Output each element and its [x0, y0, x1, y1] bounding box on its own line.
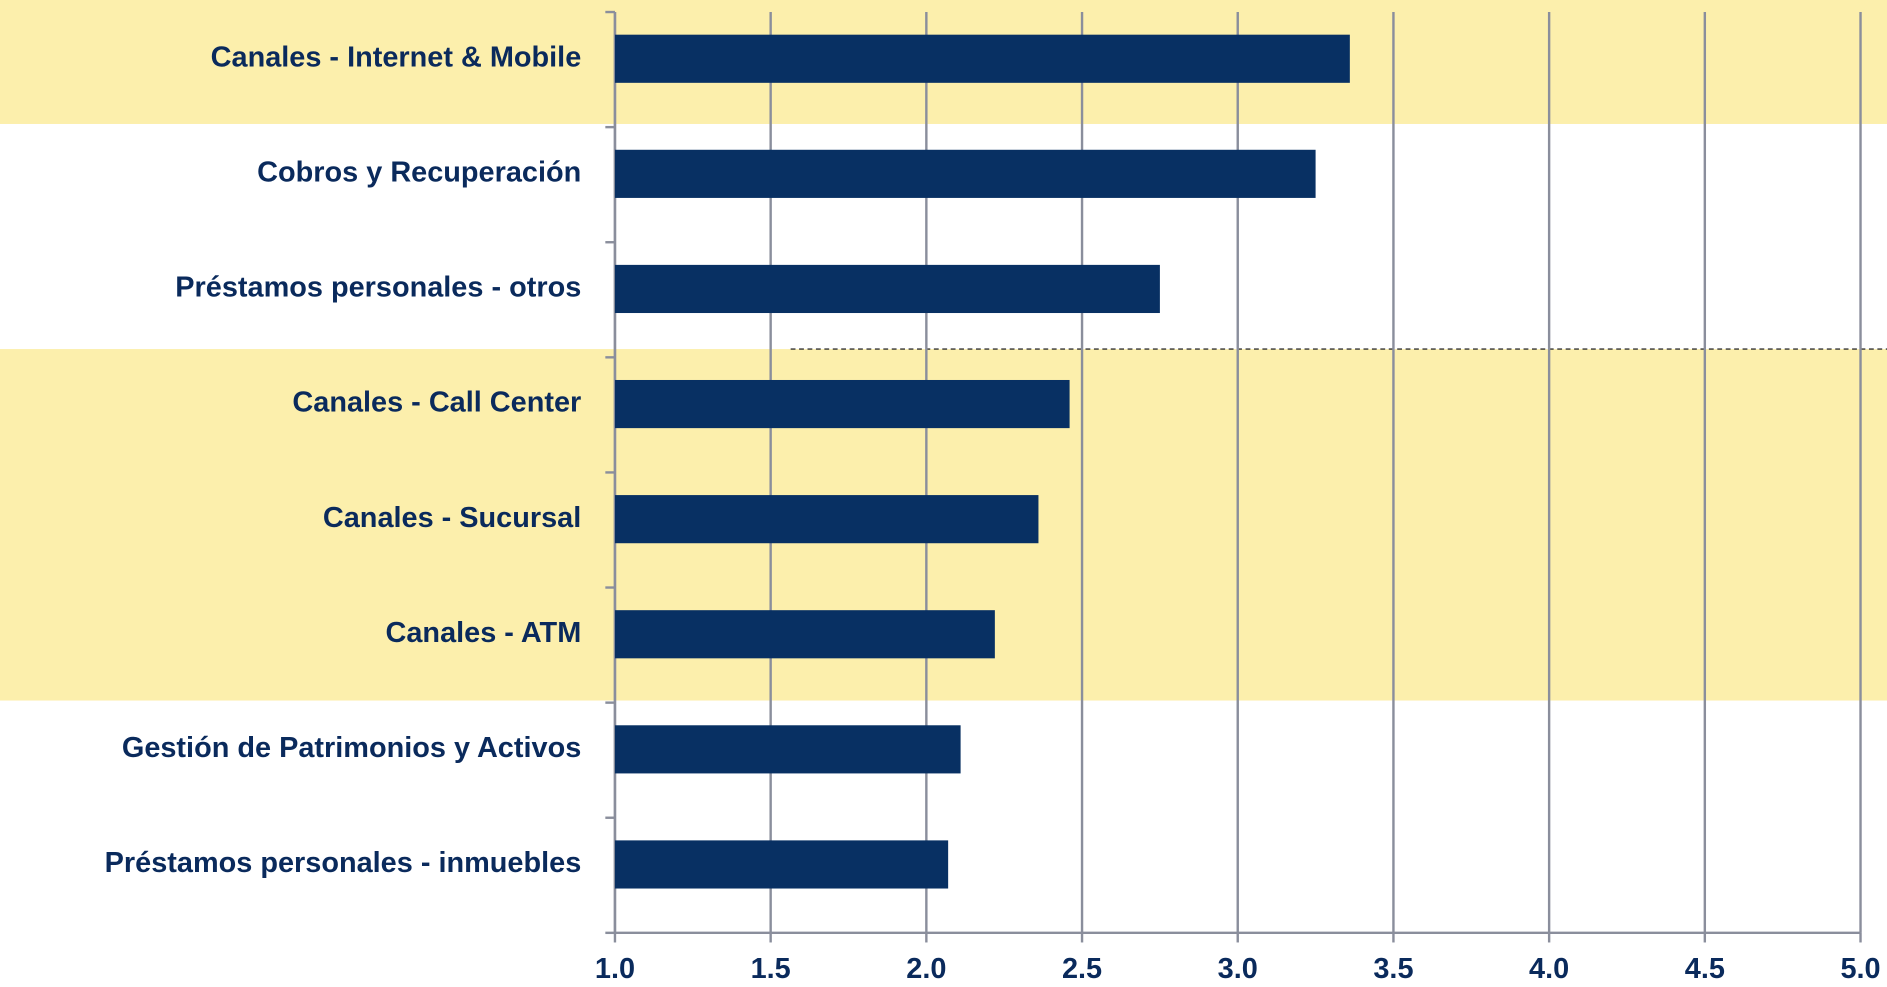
- y-tick-label: Cobros y Recuperación: [257, 156, 581, 188]
- x-tick-label: 5.0: [1840, 953, 1880, 985]
- y-tick-label: Préstamos personales - inmuebles: [105, 847, 582, 879]
- y-tick-label: Canales - Internet & Mobile: [211, 41, 582, 73]
- x-tick-label: 4.0: [1529, 953, 1569, 985]
- x-tick-label: 2.0: [906, 953, 946, 985]
- bar: [614, 379, 1070, 429]
- bar: [614, 725, 961, 774]
- y-tick-label: Canales - Call Center: [292, 387, 581, 419]
- y-tick-label: Canales - Sucursal: [323, 502, 581, 534]
- bar: [614, 34, 1350, 83]
- bar: [614, 610, 995, 659]
- bar: [614, 264, 1160, 314]
- x-tick-label: 4.5: [1685, 953, 1725, 985]
- bar: [614, 840, 949, 889]
- x-tick-label: 3.0: [1218, 953, 1258, 985]
- x-tick-label: 1.0: [595, 953, 635, 985]
- y-tick-label: Gestión de Patrimonios y Activos: [122, 732, 581, 764]
- x-tick-label: 3.5: [1373, 953, 1413, 985]
- y-tick-label: Préstamos personales - otros: [175, 272, 581, 304]
- x-tick-label: 1.5: [751, 953, 791, 985]
- bar: [614, 495, 1039, 544]
- x-tick-label: 2.5: [1062, 953, 1102, 985]
- y-tick-label: Canales - ATM: [386, 617, 582, 649]
- bar: [614, 149, 1316, 198]
